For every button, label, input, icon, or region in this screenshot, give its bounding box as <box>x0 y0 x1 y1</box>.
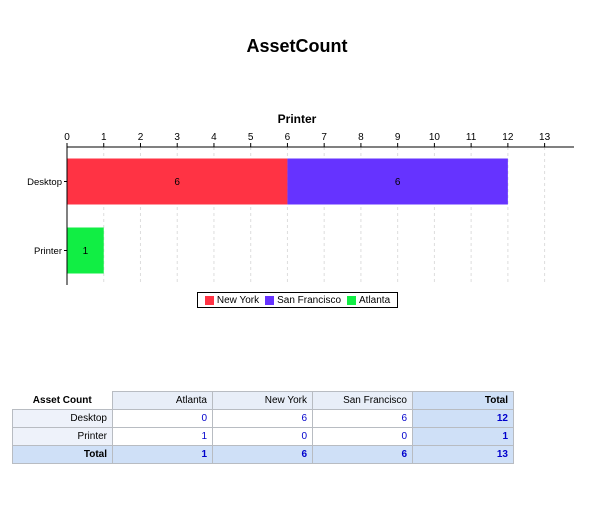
x-tick-label: 11 <box>466 132 477 143</box>
table-cell: 6 <box>312 409 413 428</box>
chart-legend: New York San Francisco Atlanta <box>197 292 398 308</box>
table-cell-total: 12 <box>412 409 514 428</box>
x-tick-label: 0 <box>64 132 70 143</box>
legend-swatch <box>265 295 275 305</box>
table-row: Printer 1 0 0 1 <box>12 427 514 446</box>
table-header-row: Asset Count Atlanta New York San Francis… <box>12 391 514 410</box>
chart-title: Printer <box>278 112 317 126</box>
legend-label: New York <box>216 294 260 306</box>
bar-data-label: 1 <box>83 246 89 257</box>
table-cell-total: 6 <box>312 445 413 464</box>
legend-label: San Francisco <box>277 294 342 306</box>
table-cell-total: 1 <box>412 427 514 446</box>
row-header-desktop: Desktop <box>12 409 113 428</box>
x-tick-label: 10 <box>429 132 441 143</box>
bar <box>67 227 104 274</box>
column-header-atlanta: Atlanta <box>112 391 213 410</box>
table-cell-total: 1 <box>112 445 213 464</box>
table-cell: 1 <box>112 427 213 446</box>
x-tick-label: 8 <box>358 132 364 143</box>
bar-data-label: 6 <box>395 177 401 188</box>
legend-swatch <box>347 295 357 305</box>
column-header-new-york: New York <box>212 391 313 410</box>
y-tick-label: Desktop <box>27 177 62 188</box>
x-tick-label: 12 <box>502 132 514 143</box>
column-header-san-francisco: San Francisco <box>312 391 413 410</box>
x-tick-label: 1 <box>101 132 107 143</box>
table-total-row: Total 1 6 6 13 <box>12 445 514 464</box>
row-header-total: Total <box>12 445 113 464</box>
table-cell: 0 <box>112 409 213 428</box>
bar <box>67 158 288 205</box>
x-tick-label: 9 <box>395 132 401 143</box>
legend-item: Atlanta <box>347 295 390 306</box>
page-title: AssetCount <box>246 36 348 56</box>
table-corner-label: Asset Count <box>12 391 113 410</box>
table-cell: 0 <box>212 427 313 446</box>
x-tick-label: 2 <box>138 132 144 143</box>
column-header-total: Total <box>412 391 514 410</box>
table-cell: 0 <box>312 427 413 446</box>
table-row: Desktop 0 6 6 12 <box>12 409 514 428</box>
row-header-printer: Printer <box>12 427 113 446</box>
x-tick-label: 7 <box>321 132 327 143</box>
bar-data-label: 6 <box>174 177 180 188</box>
table-cell: 6 <box>212 409 313 428</box>
x-tick-label: 3 <box>174 132 180 143</box>
table-cell-grand-total: 13 <box>412 445 514 464</box>
x-tick-label: 5 <box>248 132 254 143</box>
x-tick-label: 13 <box>539 132 551 143</box>
bar <box>287 158 508 205</box>
table-cell-total: 6 <box>212 445 313 464</box>
legend-swatch <box>204 295 214 305</box>
legend-item: San Francisco <box>265 295 341 306</box>
legend-label: Atlanta <box>359 294 391 306</box>
y-tick-label: Printer <box>34 246 62 257</box>
x-tick-label: 6 <box>285 132 291 143</box>
legend-item: New York <box>204 294 260 306</box>
asset-count-table: Asset Count Atlanta New York San Francis… <box>12 391 514 464</box>
x-tick-label: 4 <box>211 132 217 143</box>
